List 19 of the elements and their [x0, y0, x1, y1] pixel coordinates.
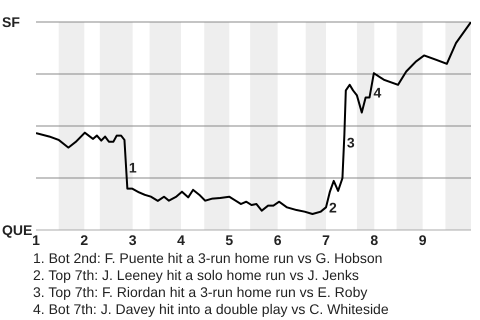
annotation: 1: [128, 160, 137, 176]
text: QUE: [2, 222, 32, 238]
text: 1. Bot 2nd: F. Puente hit a 3-run home run vs G. Hobson: [33, 250, 384, 267]
annotation: 3: [346, 134, 355, 151]
text: 3. Top 7th: F. Riordan hit a 3-run home run vs E. Roby: [33, 284, 368, 301]
annotation: 4: [373, 84, 382, 101]
x-tick-label: 9: [418, 232, 427, 248]
text: 4. Bot 7th: J. Davey hit into a double play vs C. Whiteside: [33, 301, 389, 318]
x-tick-label: 5: [225, 232, 234, 248]
x-tick-label: 2: [80, 232, 88, 248]
text: SF: [2, 14, 20, 30]
text: 2. Top 7th: J. Leeney hit a solo home run vs J. Jenks: [33, 267, 360, 284]
x-tick-label: 8: [370, 232, 378, 248]
x-tick-label: 6: [274, 232, 282, 248]
x-tick-label: 4: [177, 232, 186, 248]
x-tick-label: 1: [32, 232, 40, 248]
annotation: 2: [329, 199, 337, 216]
x-tick-label: 3: [128, 232, 137, 248]
x-tick-label: 7: [322, 232, 330, 248]
